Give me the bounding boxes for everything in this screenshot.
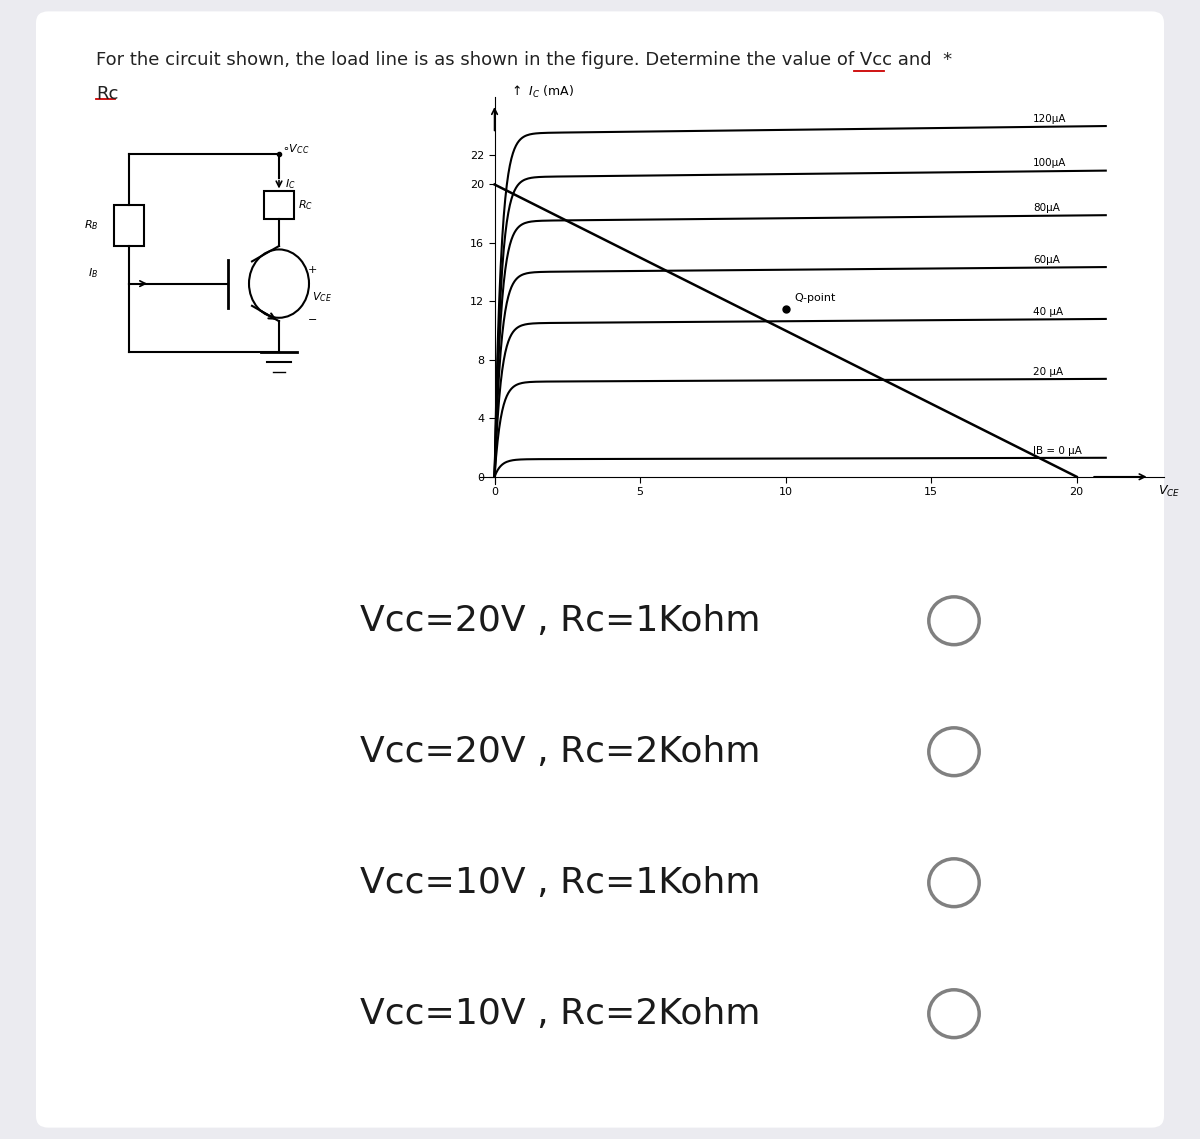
Text: For the circuit shown, the load line is as shown in the figure. Determine the va: For the circuit shown, the load line is … bbox=[96, 51, 952, 69]
Text: $R_B$: $R_B$ bbox=[84, 219, 100, 232]
Text: $\uparrow$ $I_C$ (mA): $\uparrow$ $I_C$ (mA) bbox=[509, 83, 574, 100]
Text: 80μA: 80μA bbox=[1033, 203, 1060, 213]
Text: $-$: $-$ bbox=[307, 313, 317, 322]
Text: Vcc=20V , Rc=2Kohm: Vcc=20V , Rc=2Kohm bbox=[360, 735, 761, 769]
Text: Rc: Rc bbox=[96, 85, 119, 104]
Text: $\circ V_{CC}$: $\circ V_{CC}$ bbox=[282, 141, 310, 156]
Text: 20 μA: 20 μA bbox=[1033, 367, 1063, 377]
Text: 100μA: 100μA bbox=[1033, 158, 1067, 169]
Text: 120μA: 120μA bbox=[1033, 114, 1067, 124]
Text: Vcc=10V , Rc=1Kohm: Vcc=10V , Rc=1Kohm bbox=[360, 866, 761, 900]
Text: $I_C$: $I_C$ bbox=[286, 178, 295, 191]
Text: IB = 0 μA: IB = 0 μA bbox=[1033, 445, 1082, 456]
Text: 60μA: 60μA bbox=[1033, 255, 1060, 265]
Text: $R_C$: $R_C$ bbox=[299, 198, 313, 212]
Text: Vcc=20V , Rc=1Kohm: Vcc=20V , Rc=1Kohm bbox=[360, 604, 761, 638]
Text: $I_B$: $I_B$ bbox=[88, 267, 98, 280]
Text: $+$: $+$ bbox=[307, 264, 317, 276]
Text: $V_{CE}$: $V_{CE}$ bbox=[312, 290, 332, 304]
Text: $V_{CE}$: $V_{CE}$ bbox=[1158, 484, 1181, 499]
Text: 40 μA: 40 μA bbox=[1033, 306, 1063, 317]
Text: Vcc=10V , Rc=2Kohm: Vcc=10V , Rc=2Kohm bbox=[360, 997, 761, 1031]
Text: Q-point: Q-point bbox=[794, 294, 835, 303]
Bar bbox=[114, 205, 144, 246]
Bar bbox=[264, 191, 294, 219]
